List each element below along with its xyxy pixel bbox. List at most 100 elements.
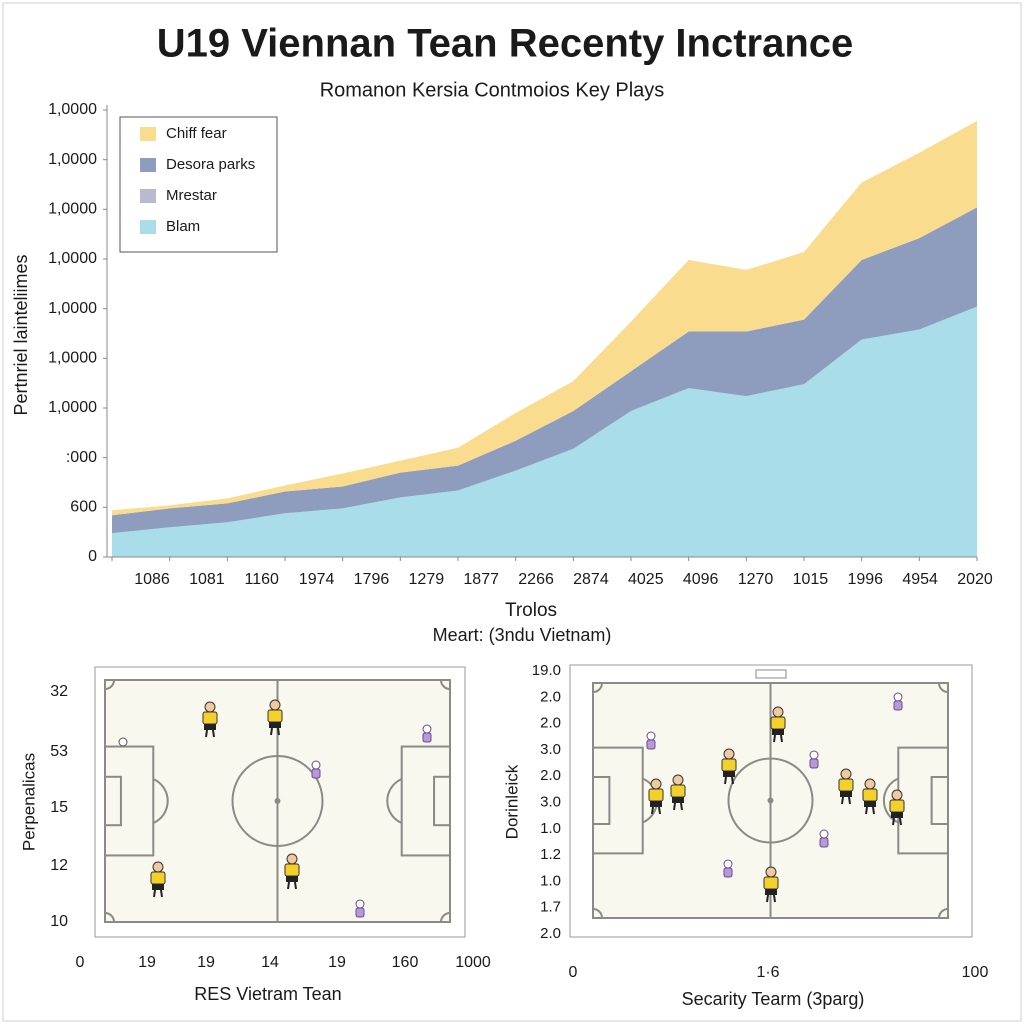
shirt bbox=[311, 768, 321, 779]
leg bbox=[673, 802, 676, 811]
shirt bbox=[150, 871, 166, 885]
home-player bbox=[670, 774, 686, 811]
area bbox=[112, 120, 977, 516]
away-player bbox=[723, 859, 733, 878]
legend-swatch bbox=[140, 127, 156, 141]
shirt bbox=[355, 907, 365, 918]
x-tick-label: 0 bbox=[569, 964, 578, 981]
x-tick-label: 1000 bbox=[455, 954, 491, 971]
x-tick-label: 4096 bbox=[683, 571, 719, 588]
home-player bbox=[267, 699, 283, 736]
leg bbox=[780, 734, 783, 743]
leg bbox=[270, 727, 273, 736]
shirt bbox=[670, 784, 686, 798]
head bbox=[646, 731, 656, 741]
shirt bbox=[202, 711, 218, 725]
shirt bbox=[770, 716, 786, 730]
head bbox=[152, 861, 164, 873]
shorts bbox=[723, 771, 735, 777]
away-player bbox=[646, 731, 656, 750]
shorts bbox=[286, 876, 298, 882]
x-tick-label: 2266 bbox=[518, 571, 554, 588]
home-player bbox=[150, 861, 166, 898]
leg bbox=[205, 729, 208, 738]
leg bbox=[899, 817, 902, 826]
x-tick-label: 1086 bbox=[134, 571, 170, 588]
x-tick-label: 1270 bbox=[738, 571, 774, 588]
head bbox=[672, 774, 684, 786]
head bbox=[772, 706, 784, 718]
shorts bbox=[152, 884, 164, 890]
head bbox=[355, 899, 365, 909]
y-tick-label: 1,0000 bbox=[48, 350, 97, 367]
x-axis-label: Trolos bbox=[505, 600, 557, 621]
leg bbox=[294, 881, 297, 890]
shirt bbox=[819, 837, 829, 848]
head bbox=[809, 750, 819, 760]
corner-arc bbox=[592, 682, 603, 693]
home-player bbox=[721, 748, 737, 785]
head bbox=[723, 859, 733, 869]
leg bbox=[651, 806, 654, 815]
shorts bbox=[269, 722, 281, 728]
shirt bbox=[721, 758, 737, 772]
leg bbox=[731, 776, 734, 785]
legend-label: Mrestar bbox=[166, 187, 217, 204]
shorts bbox=[672, 797, 684, 803]
legend-swatch bbox=[140, 158, 156, 172]
away-player bbox=[893, 692, 903, 711]
x-tick-label: 100 bbox=[962, 964, 989, 981]
shorts bbox=[204, 724, 216, 730]
head bbox=[422, 724, 432, 734]
x-tick-label: 1160 bbox=[245, 571, 280, 588]
head bbox=[311, 760, 321, 770]
head bbox=[891, 789, 903, 801]
legend-label: Desora parks bbox=[166, 156, 255, 173]
leg bbox=[277, 727, 280, 736]
legend-label: Chiff fear bbox=[166, 125, 227, 142]
y-tick-label: 600 bbox=[70, 499, 97, 516]
y-tick-label: 2.0 bbox=[540, 715, 561, 732]
center-circle bbox=[727, 757, 814, 844]
y-tick-label: 1.0 bbox=[540, 820, 561, 837]
leg bbox=[287, 881, 290, 890]
y-tick-label: 3.0 bbox=[540, 741, 561, 758]
shirt bbox=[267, 709, 283, 723]
leg bbox=[773, 894, 776, 903]
y-tick-label: 10 bbox=[50, 913, 68, 930]
corner-arc bbox=[592, 908, 603, 919]
corner-arc bbox=[938, 908, 949, 919]
leg bbox=[773, 734, 776, 743]
head bbox=[765, 866, 777, 878]
leg bbox=[724, 776, 727, 785]
x-axis-sublabel: Meart: (3ndu Vietnam) bbox=[433, 625, 612, 645]
chart-subtitle: Romanon Kersia Contmoios Key Plays bbox=[320, 79, 665, 101]
panel-y-label: Perpenalicas bbox=[19, 753, 38, 851]
home-player bbox=[648, 778, 664, 815]
home-player bbox=[284, 853, 300, 890]
x-tick-label: 2874 bbox=[573, 571, 609, 588]
leg bbox=[848, 796, 851, 805]
x-tick-label: 0 bbox=[76, 954, 85, 971]
away-player bbox=[819, 829, 829, 848]
shorts bbox=[765, 889, 777, 895]
shirt bbox=[809, 758, 819, 769]
shirt bbox=[284, 863, 300, 877]
corner-arc bbox=[938, 682, 949, 693]
chart-title: U19 Viennan Tean Recenty Inctrance bbox=[157, 22, 854, 66]
goal-box bbox=[930, 776, 949, 825]
head bbox=[840, 768, 852, 780]
shirt bbox=[862, 788, 878, 802]
shirt bbox=[763, 876, 779, 890]
x-tick-label: 14 bbox=[261, 954, 279, 971]
x-tick-label: 1081 bbox=[189, 571, 225, 588]
goal-box bbox=[104, 775, 122, 827]
y-tick-label: :000 bbox=[66, 449, 97, 466]
y-tick-label: 2.0 bbox=[540, 767, 561, 784]
home-player bbox=[202, 701, 218, 738]
corner-arc bbox=[104, 912, 115, 923]
x-tick-label: 160 bbox=[392, 954, 419, 971]
leg bbox=[865, 806, 868, 815]
center-spot bbox=[274, 798, 281, 804]
